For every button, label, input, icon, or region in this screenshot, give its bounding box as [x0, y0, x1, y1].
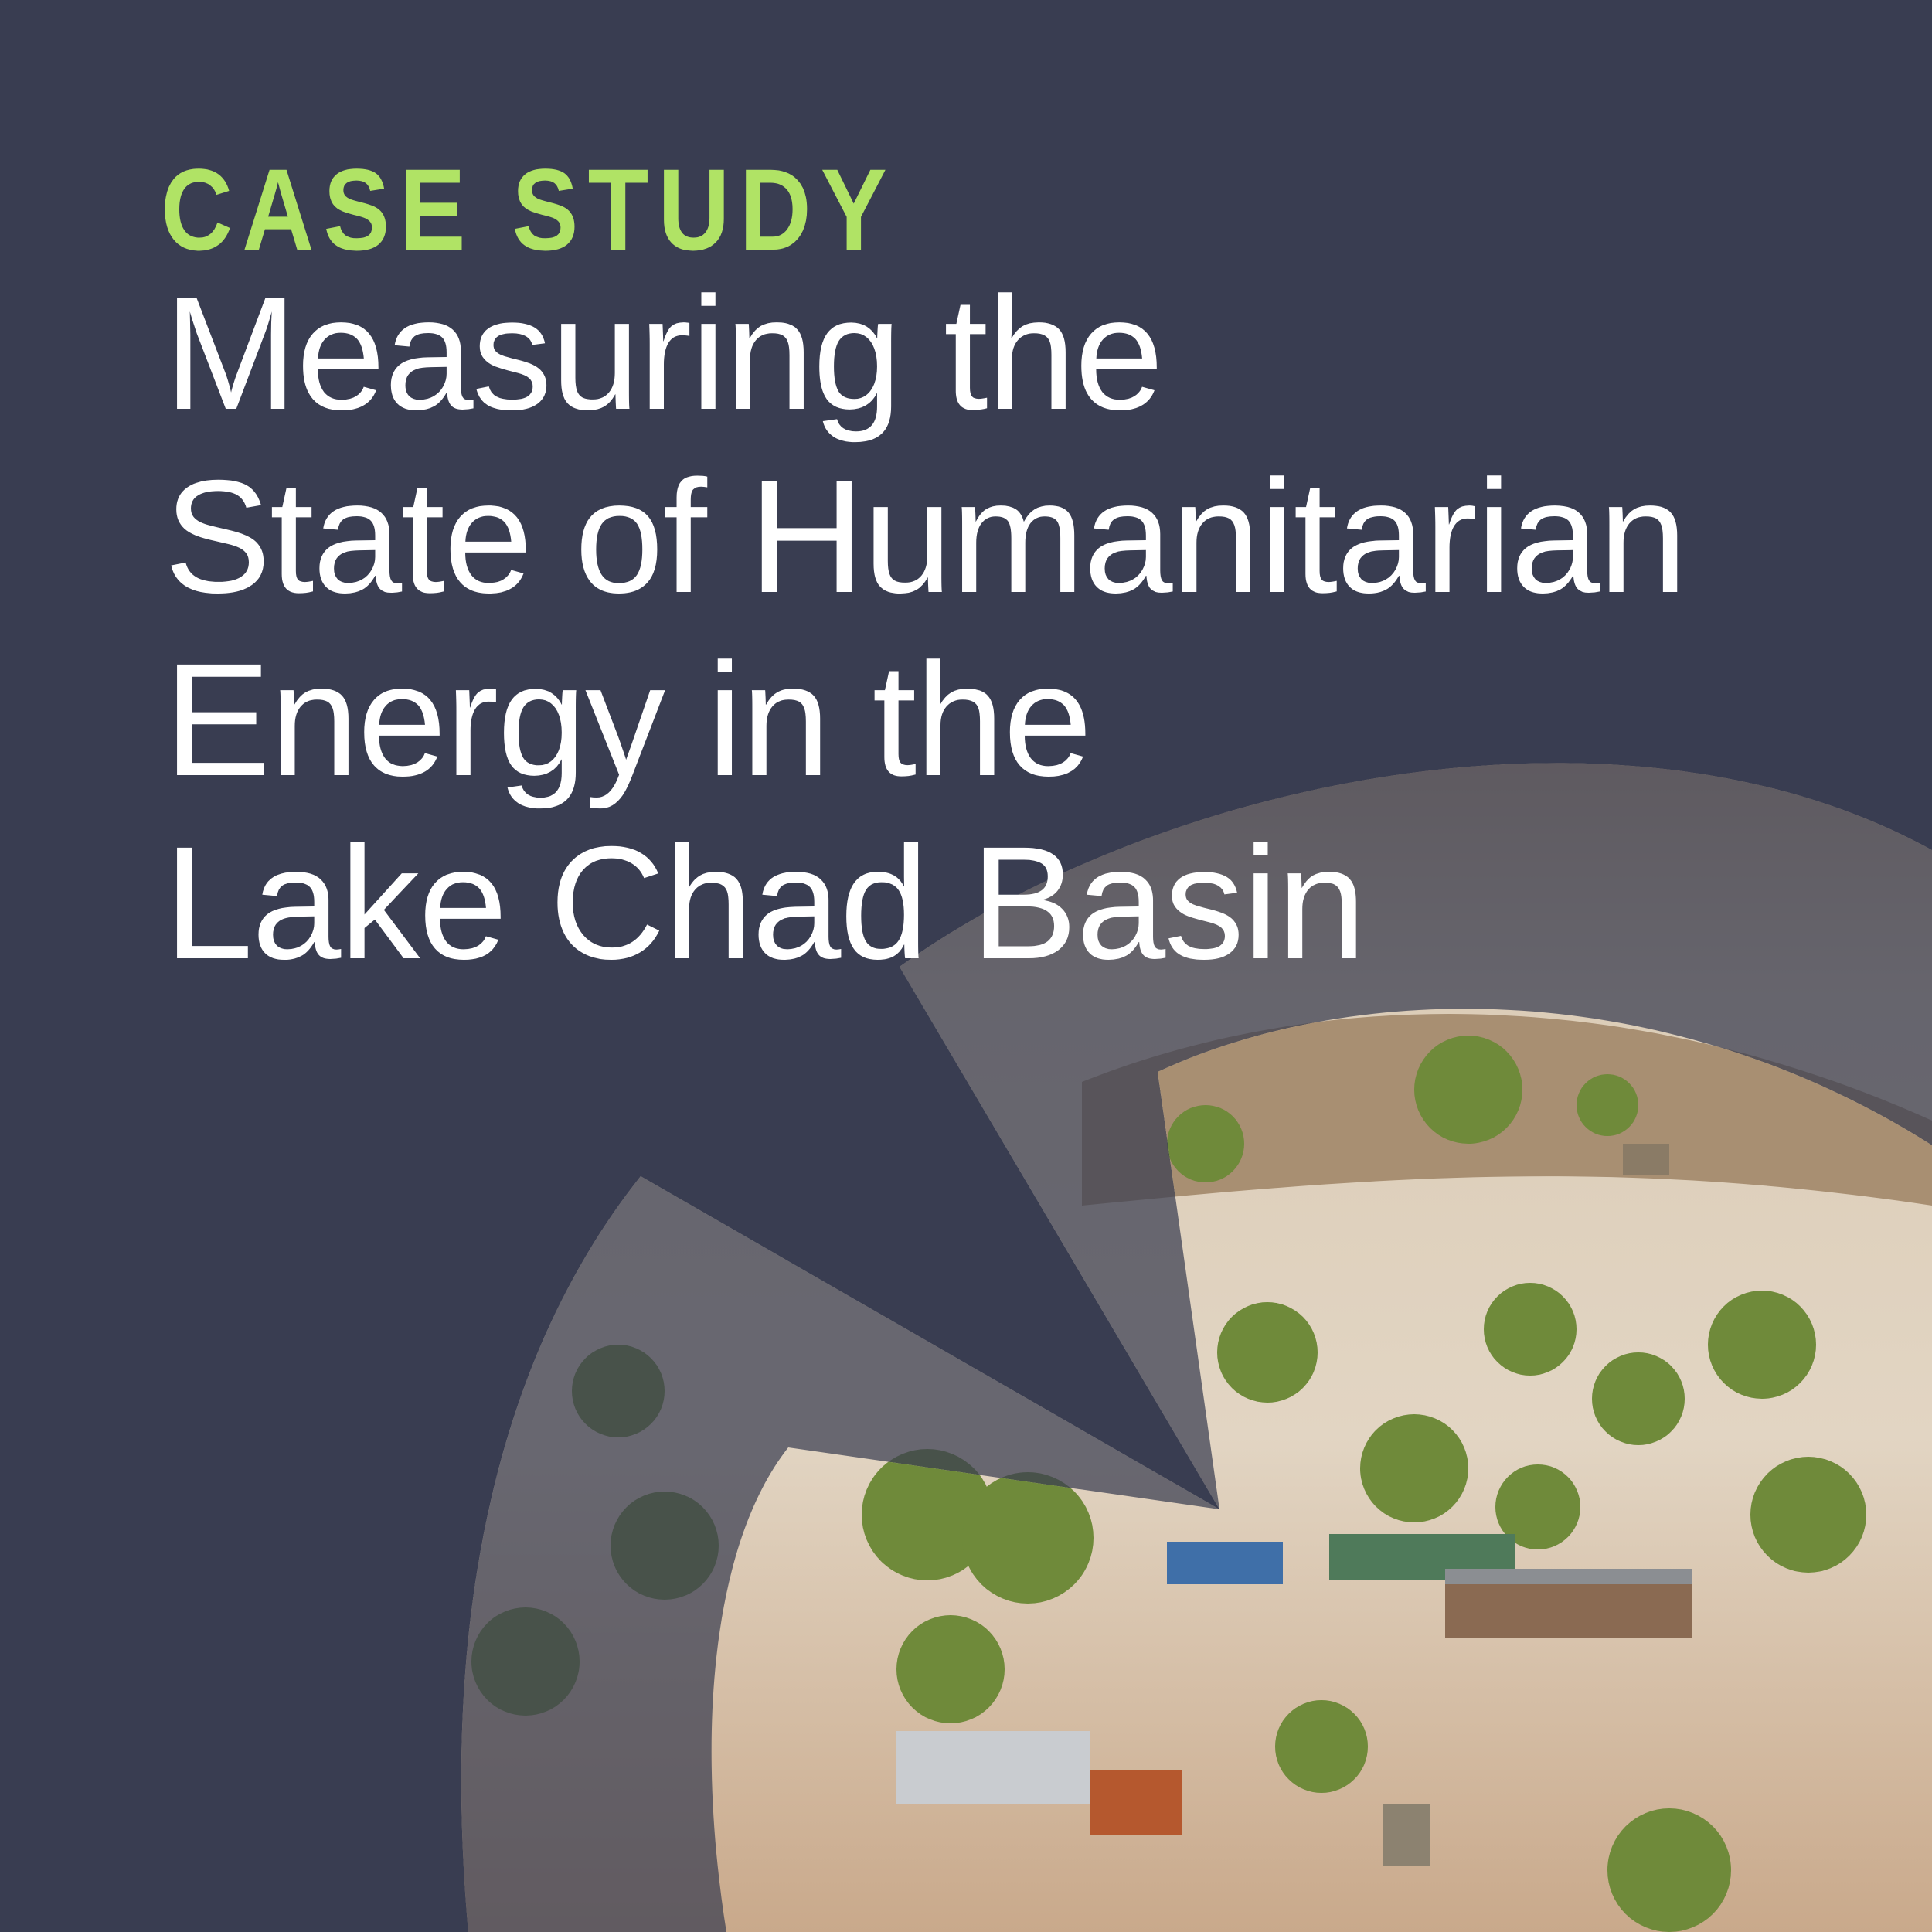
- title-line: Measuring the: [164, 264, 1164, 444]
- case-study-label: CASE STUDY: [161, 145, 896, 274]
- title-line: Energy in the: [164, 631, 1093, 810]
- title-line: Lake Chad Basin: [164, 814, 1366, 993]
- page-title: Measuring the State of Humanitarian Ener…: [164, 263, 1688, 995]
- title-line: State of Humanitarian: [164, 447, 1688, 627]
